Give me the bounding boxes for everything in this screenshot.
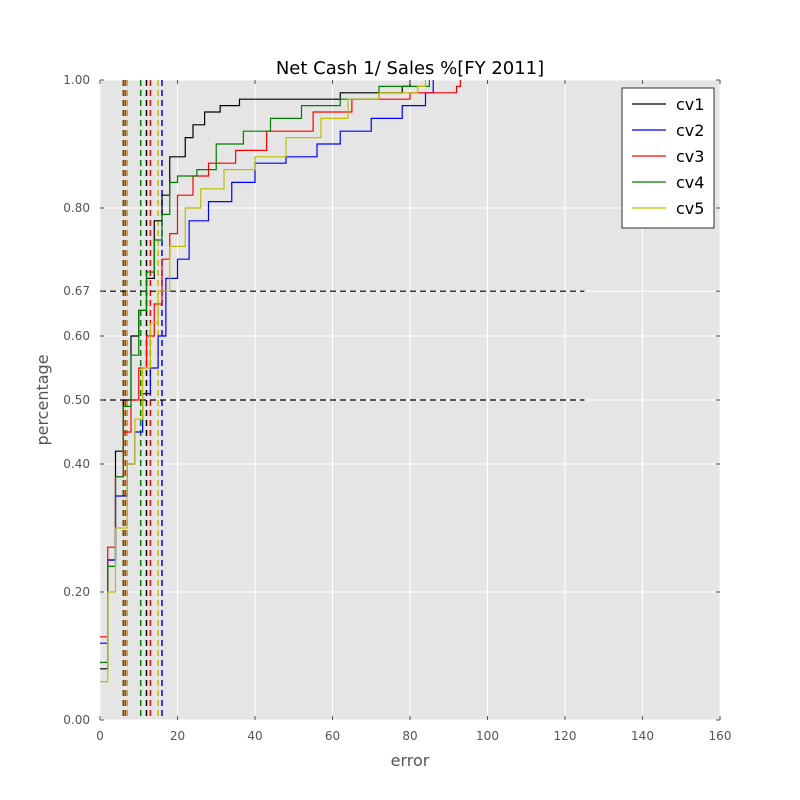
- x-axis-label: error: [391, 751, 430, 770]
- horizontal-reference-lines: [100, 290, 585, 401]
- y-tick-label: 0.00: [63, 713, 90, 727]
- x-tick-label: 40: [247, 729, 262, 743]
- x-tick-label: 160: [709, 729, 732, 743]
- y-tick-label: 0.50: [63, 393, 90, 407]
- series-line-cv5: [100, 80, 427, 683]
- y-tick-label: 1.00: [63, 73, 90, 87]
- legend-label-cv2: cv2: [676, 121, 704, 140]
- x-tick-label: 60: [325, 729, 340, 743]
- y-tick-label: 0.60: [63, 329, 90, 343]
- series-line-cv1: [100, 80, 411, 670]
- x-tick-label: 100: [476, 729, 499, 743]
- legend-box: [621, 87, 715, 229]
- axis-ticks: 0 20 40 60 80 100 120 140 160 0.00 0.20 0.40 0.50 0.6…: [63, 73, 731, 743]
- x-tick-label: 0: [96, 729, 104, 743]
- series-line-cv4: [100, 80, 430, 663]
- y-tick-label: 0.40: [63, 457, 90, 471]
- legend-label-cv5: cv5: [676, 199, 704, 218]
- x-tick-label: 120: [554, 729, 577, 743]
- y-tick-label: 0.80: [63, 201, 90, 215]
- x-tick-label: 140: [631, 729, 654, 743]
- legend-label-cv1: cv1: [676, 95, 704, 114]
- x-tick-label: 20: [170, 729, 185, 743]
- series-lines: [100, 80, 461, 683]
- y-axis-label: percentage: [33, 354, 52, 445]
- y-tick-label: 0.67: [63, 284, 90, 298]
- chart-title: Net Cash 1/ Sales %[FY 2011]: [276, 58, 544, 79]
- legend: cv1 cv2 cv3 cv4 cv5: [621, 87, 715, 229]
- series-line-cv3: [100, 80, 461, 638]
- legend-label-cv4: cv4: [676, 173, 704, 192]
- y-tick-label: 0.20: [63, 585, 90, 599]
- legend-label-cv3: cv3: [676, 147, 704, 166]
- x-tick-label: 80: [402, 729, 417, 743]
